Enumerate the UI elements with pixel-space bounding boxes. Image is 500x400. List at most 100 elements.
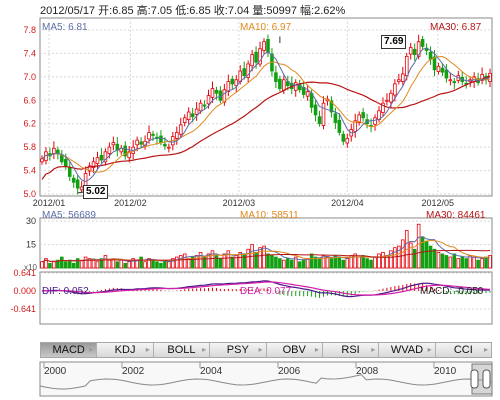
candle [404, 55, 409, 77]
price-tick-label: 7.8 [23, 25, 36, 35]
dea-legend: DEA: 0.077 [240, 286, 292, 297]
volume-bar [230, 256, 235, 269]
tab-boll[interactable]: BOLL ▸ [154, 343, 211, 357]
volume-bar [190, 256, 195, 269]
candle [250, 54, 254, 67]
tab-psy[interactable]: PSY ▸ [210, 343, 267, 357]
volume-bar [393, 247, 397, 269]
candle [412, 48, 417, 55]
candle [432, 56, 437, 71]
volume-bar [377, 253, 381, 269]
volume-bar [389, 250, 393, 269]
vol-ma30-line [41, 249, 491, 263]
volume-bar [412, 248, 417, 269]
volume-bar [301, 259, 306, 269]
tab-macd[interactable]: MACD ▸ [41, 343, 98, 357]
volume-bar [329, 258, 334, 269]
volume-bar [286, 258, 290, 269]
change-value: 2.62% [314, 5, 346, 17]
candle [147, 132, 151, 140]
volume-bar [107, 259, 112, 269]
volume-bar [289, 259, 294, 269]
candle [206, 95, 211, 105]
volume-bar [254, 251, 258, 269]
candle [397, 79, 401, 82]
volume-bar [424, 241, 429, 269]
volume-bar [274, 256, 278, 269]
volume-bar [484, 256, 488, 269]
volume-bar [194, 255, 199, 269]
tab-obv[interactable]: OBV ▸ [267, 343, 323, 357]
dif-line [41, 280, 491, 298]
open-label: 开: [98, 5, 113, 17]
volume-bar [182, 253, 187, 269]
candle [242, 68, 246, 77]
volume-bar [119, 259, 124, 269]
volume-bar [151, 259, 155, 269]
candle [139, 141, 143, 145]
volume-bar [143, 261, 147, 269]
candle [278, 78, 282, 89]
vol-ma30-legend: MA30: 84461 [426, 210, 486, 221]
candle [87, 165, 92, 172]
navigator-year-label: 2004 [200, 366, 223, 377]
volume-bar [341, 259, 346, 269]
volume-bar [198, 251, 203, 269]
candle [91, 161, 96, 169]
volume-bar [476, 259, 480, 269]
candle [71, 177, 76, 183]
candle [111, 142, 116, 146]
volume-bar [63, 261, 68, 269]
volume-bar [381, 251, 385, 269]
candle [186, 111, 191, 121]
volume-bar [246, 248, 250, 269]
tab-rsi[interactable]: RSI ▸ [323, 343, 380, 357]
candle [436, 65, 441, 72]
volume-bar [71, 262, 76, 269]
candle [357, 114, 361, 123]
volume-bar [123, 262, 128, 269]
candle [282, 79, 286, 91]
volume-bar [401, 239, 405, 269]
candle [361, 112, 365, 119]
volume-bar [115, 261, 120, 269]
tab-wvad-label: WVAD [390, 344, 424, 356]
tab-cci[interactable]: CCI ▸ [436, 343, 491, 357]
candle [381, 102, 385, 113]
candle [198, 102, 203, 112]
candle [226, 81, 231, 92]
candle [428, 51, 433, 60]
volume-bar [373, 256, 377, 269]
tab-kdj[interactable]: KDJ ▸ [97, 343, 154, 357]
candle [333, 113, 338, 123]
volume-bar [79, 259, 84, 269]
candle [345, 137, 350, 144]
volume-bar [218, 258, 223, 269]
macd-tick-label: 0.000 [13, 286, 36, 296]
quote-date: 2012/05/17 [40, 5, 96, 17]
vol-ma5-legend: MA5: 56689 [42, 210, 96, 221]
quote-header: 2012/05/17 开:6.85 高:7.05 低:6.85 收:7.04 量… [40, 2, 345, 18]
range-handle-icon[interactable] [470, 369, 479, 389]
candle [210, 88, 215, 98]
candle [95, 157, 100, 164]
candle [480, 74, 484, 81]
candle [416, 41, 421, 57]
chevron-right-icon: ▸ [202, 345, 207, 354]
navigator-year-label: 2010 [434, 366, 457, 377]
candle [190, 113, 195, 118]
candle [305, 91, 310, 97]
candle [401, 73, 405, 82]
range-handle-icon[interactable] [482, 369, 491, 389]
low-annotation: 5.02 [83, 185, 109, 199]
volume-bar [48, 262, 52, 269]
volume-tick-label: 30 [26, 216, 36, 226]
price-tick-label: 6.2 [23, 119, 36, 129]
tab-wvad[interactable]: WVAD ▸ [379, 343, 436, 357]
vol-ma10-legend: MA10: 58511 [240, 210, 299, 221]
volume-bar [440, 253, 445, 269]
volume-bar [60, 256, 64, 269]
candle [234, 79, 239, 87]
open-value: 6.85 [112, 5, 134, 17]
